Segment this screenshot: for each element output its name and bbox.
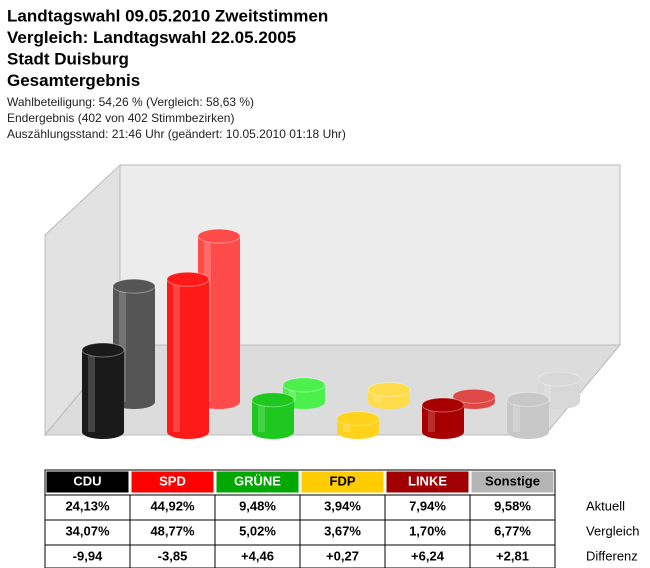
value-label: 44,92% bbox=[150, 498, 195, 513]
value-label: 48,77% bbox=[150, 523, 195, 538]
category-label: FDP bbox=[330, 473, 356, 488]
cylinder bbox=[336, 411, 380, 439]
value-label: 34,07% bbox=[65, 523, 110, 538]
category-label: Sonstige bbox=[485, 473, 540, 488]
value-label: 3,94% bbox=[324, 498, 361, 513]
title-line: Gesamtergebnis bbox=[7, 71, 140, 90]
difference-label: +0,27 bbox=[326, 548, 359, 563]
header-cell bbox=[45, 470, 130, 494]
row-label: Differenz bbox=[586, 548, 638, 563]
title-line: Stadt Duisburg bbox=[7, 49, 129, 68]
value-label: 9,58% bbox=[494, 498, 531, 513]
info-line: Wahlbeteiligung: 54,26 % (Vergleich: 58,… bbox=[7, 95, 254, 109]
value-label: 7,94% bbox=[409, 498, 446, 513]
value-label: 6,77% bbox=[494, 523, 531, 538]
cylinder bbox=[112, 278, 156, 409]
title-line: Landtagswahl 09.05.2010 Zweitstimmen bbox=[7, 6, 328, 25]
cylinder bbox=[81, 342, 125, 439]
value-label: 5,02% bbox=[239, 523, 276, 538]
category-label: GRÜNE bbox=[234, 473, 281, 488]
cylinder bbox=[251, 392, 295, 439]
cylinder bbox=[506, 391, 550, 439]
header-cell bbox=[215, 470, 300, 494]
value-label: 1,70% bbox=[409, 523, 446, 538]
row-label: Aktuell bbox=[586, 498, 625, 513]
category-label: LINKE bbox=[408, 473, 447, 488]
cylinder bbox=[367, 382, 411, 409]
category-label: CDU bbox=[73, 473, 101, 488]
value-label: 9,48% bbox=[239, 498, 276, 513]
header-cell bbox=[470, 470, 555, 494]
cylinder bbox=[452, 388, 496, 409]
difference-label: +6,24 bbox=[411, 548, 445, 563]
cylinder bbox=[166, 271, 210, 439]
cylinder bbox=[421, 397, 465, 439]
difference-label: -3,85 bbox=[158, 548, 188, 563]
info-line: Endergebnis (402 von 402 Stimmbezirken) bbox=[7, 111, 234, 125]
info-line: Auszählungsstand: 21:46 Uhr (geändert: 1… bbox=[7, 127, 346, 141]
difference-label: +2,81 bbox=[496, 548, 529, 563]
header-cell bbox=[385, 470, 470, 494]
category-label: SPD bbox=[159, 473, 186, 488]
value-label: 3,67% bbox=[324, 523, 361, 538]
row-label: Vergleich bbox=[586, 523, 639, 538]
title-line: Vergleich: Landtagswahl 22.05.2005 bbox=[7, 28, 296, 47]
difference-label: -9,94 bbox=[73, 548, 103, 563]
header-cell bbox=[300, 470, 385, 494]
table-border bbox=[44, 469, 556, 568]
header-cell bbox=[130, 470, 215, 494]
value-label: 24,13% bbox=[65, 498, 110, 513]
difference-label: +4,46 bbox=[241, 548, 274, 563]
